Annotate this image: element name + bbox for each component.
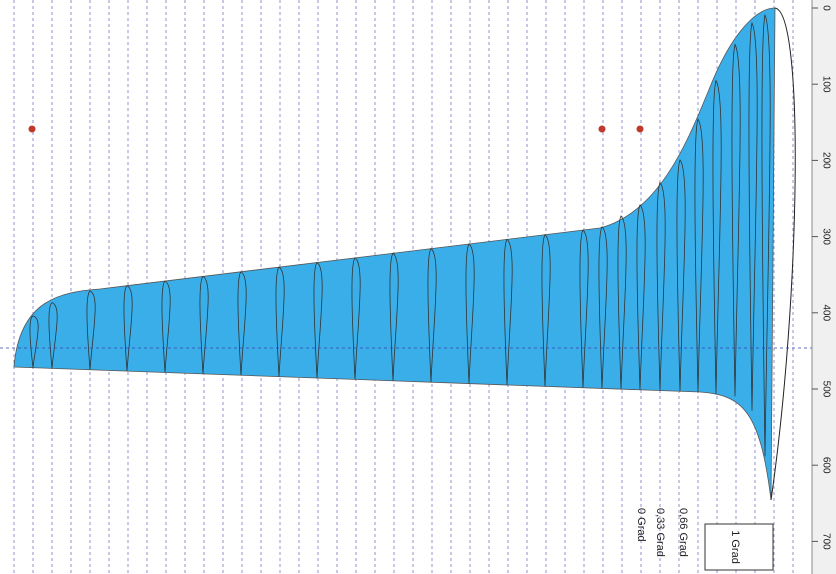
section — [761, 13, 771, 457]
axis-tick-label: 700 — [820, 533, 831, 550]
legend: 0,66 Grad 0,33 Grad 0 Grad — [635, 508, 689, 557]
section — [731, 43, 741, 397]
tip-outline — [770, 7, 796, 501]
section — [598, 226, 608, 389]
section — [199, 275, 209, 374]
axis-tick-label: 600 — [820, 457, 831, 474]
section — [617, 215, 627, 390]
section — [313, 262, 323, 379]
legend-box — [704, 523, 774, 571]
axis-strip — [812, 0, 836, 574]
section — [541, 234, 551, 387]
marker — [636, 125, 644, 133]
axis-tick-label: 200 — [820, 152, 831, 169]
section — [237, 271, 247, 376]
wing-planform — [13, 7, 776, 501]
airfoil-sections — [29, 13, 771, 457]
section — [503, 238, 513, 385]
section — [275, 266, 285, 377]
marker — [28, 125, 36, 133]
section — [676, 159, 686, 392]
section — [579, 229, 589, 388]
axis: 0 100 200 300 400 500 600 700 — [812, 5, 831, 550]
section — [636, 204, 646, 390]
section — [389, 252, 399, 381]
axis-tick-label: 400 — [820, 304, 831, 321]
axis-tick-label: 0 — [820, 5, 831, 11]
section — [123, 285, 133, 372]
section — [427, 248, 437, 383]
axis-tick-label: 300 — [820, 228, 831, 245]
section — [712, 79, 722, 395]
legend-box-label: 1 Grad — [729, 530, 741, 564]
section — [694, 118, 704, 392]
section — [748, 21, 758, 411]
section — [86, 290, 96, 370]
section — [161, 280, 171, 373]
section — [29, 315, 39, 368]
legend-label: 0,66 Grad — [677, 508, 689, 557]
axis-tick-label: 100 — [820, 76, 831, 93]
legend-label: 0,33 Grad — [654, 508, 666, 557]
legend-label: 0 Grad — [635, 508, 647, 542]
section — [656, 181, 666, 391]
section — [48, 302, 58, 369]
axis-tick-label: 500 — [820, 381, 831, 398]
marker — [598, 125, 606, 133]
section — [351, 257, 361, 380]
section — [465, 243, 475, 384]
